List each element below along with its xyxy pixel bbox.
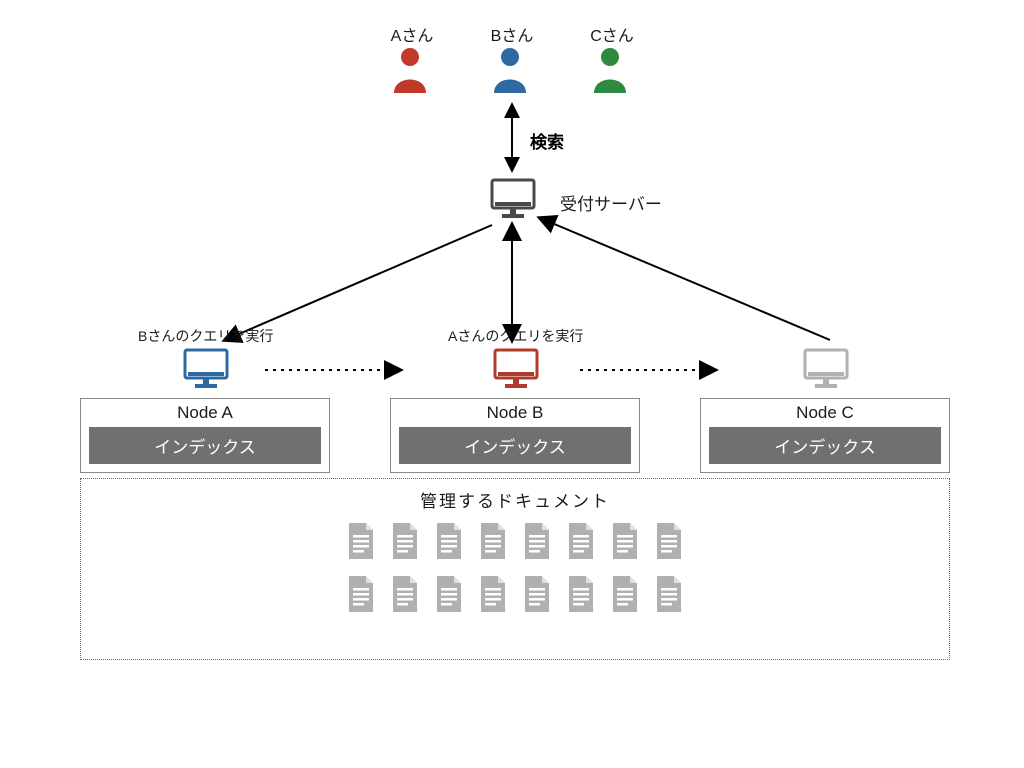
document-icon [390,575,420,618]
document-icon [478,575,508,618]
document-icon [522,575,552,618]
node-b-box: Node B インデックス [390,398,640,473]
document-icon [434,522,464,565]
docs-title: 管理するドキュメント [81,487,949,512]
document-icon [346,575,376,618]
doc-row [81,575,949,618]
node-c-box: Node C インデックス [700,398,950,473]
document-icon [478,522,508,565]
dotted-arrows-icon [0,0,1024,420]
document-icon [522,522,552,565]
node-b-index: インデックス [399,427,631,464]
node-a-index: インデックス [89,427,321,464]
document-icon [654,575,684,618]
document-icon [610,522,640,565]
node-c-index: インデックス [709,427,941,464]
document-icon [654,522,684,565]
docs-grid [81,522,949,618]
document-icon [610,575,640,618]
document-icon [346,522,376,565]
node-b-title: Node B [391,403,639,423]
document-icon [434,575,464,618]
node-a-box: Node A インデックス [80,398,330,473]
docs-box: 管理するドキュメント [80,478,950,660]
doc-row [81,522,949,565]
document-icon [566,575,596,618]
node-a-title: Node A [81,403,329,423]
document-icon [390,522,420,565]
node-c-title: Node C [701,403,949,423]
document-icon [566,522,596,565]
